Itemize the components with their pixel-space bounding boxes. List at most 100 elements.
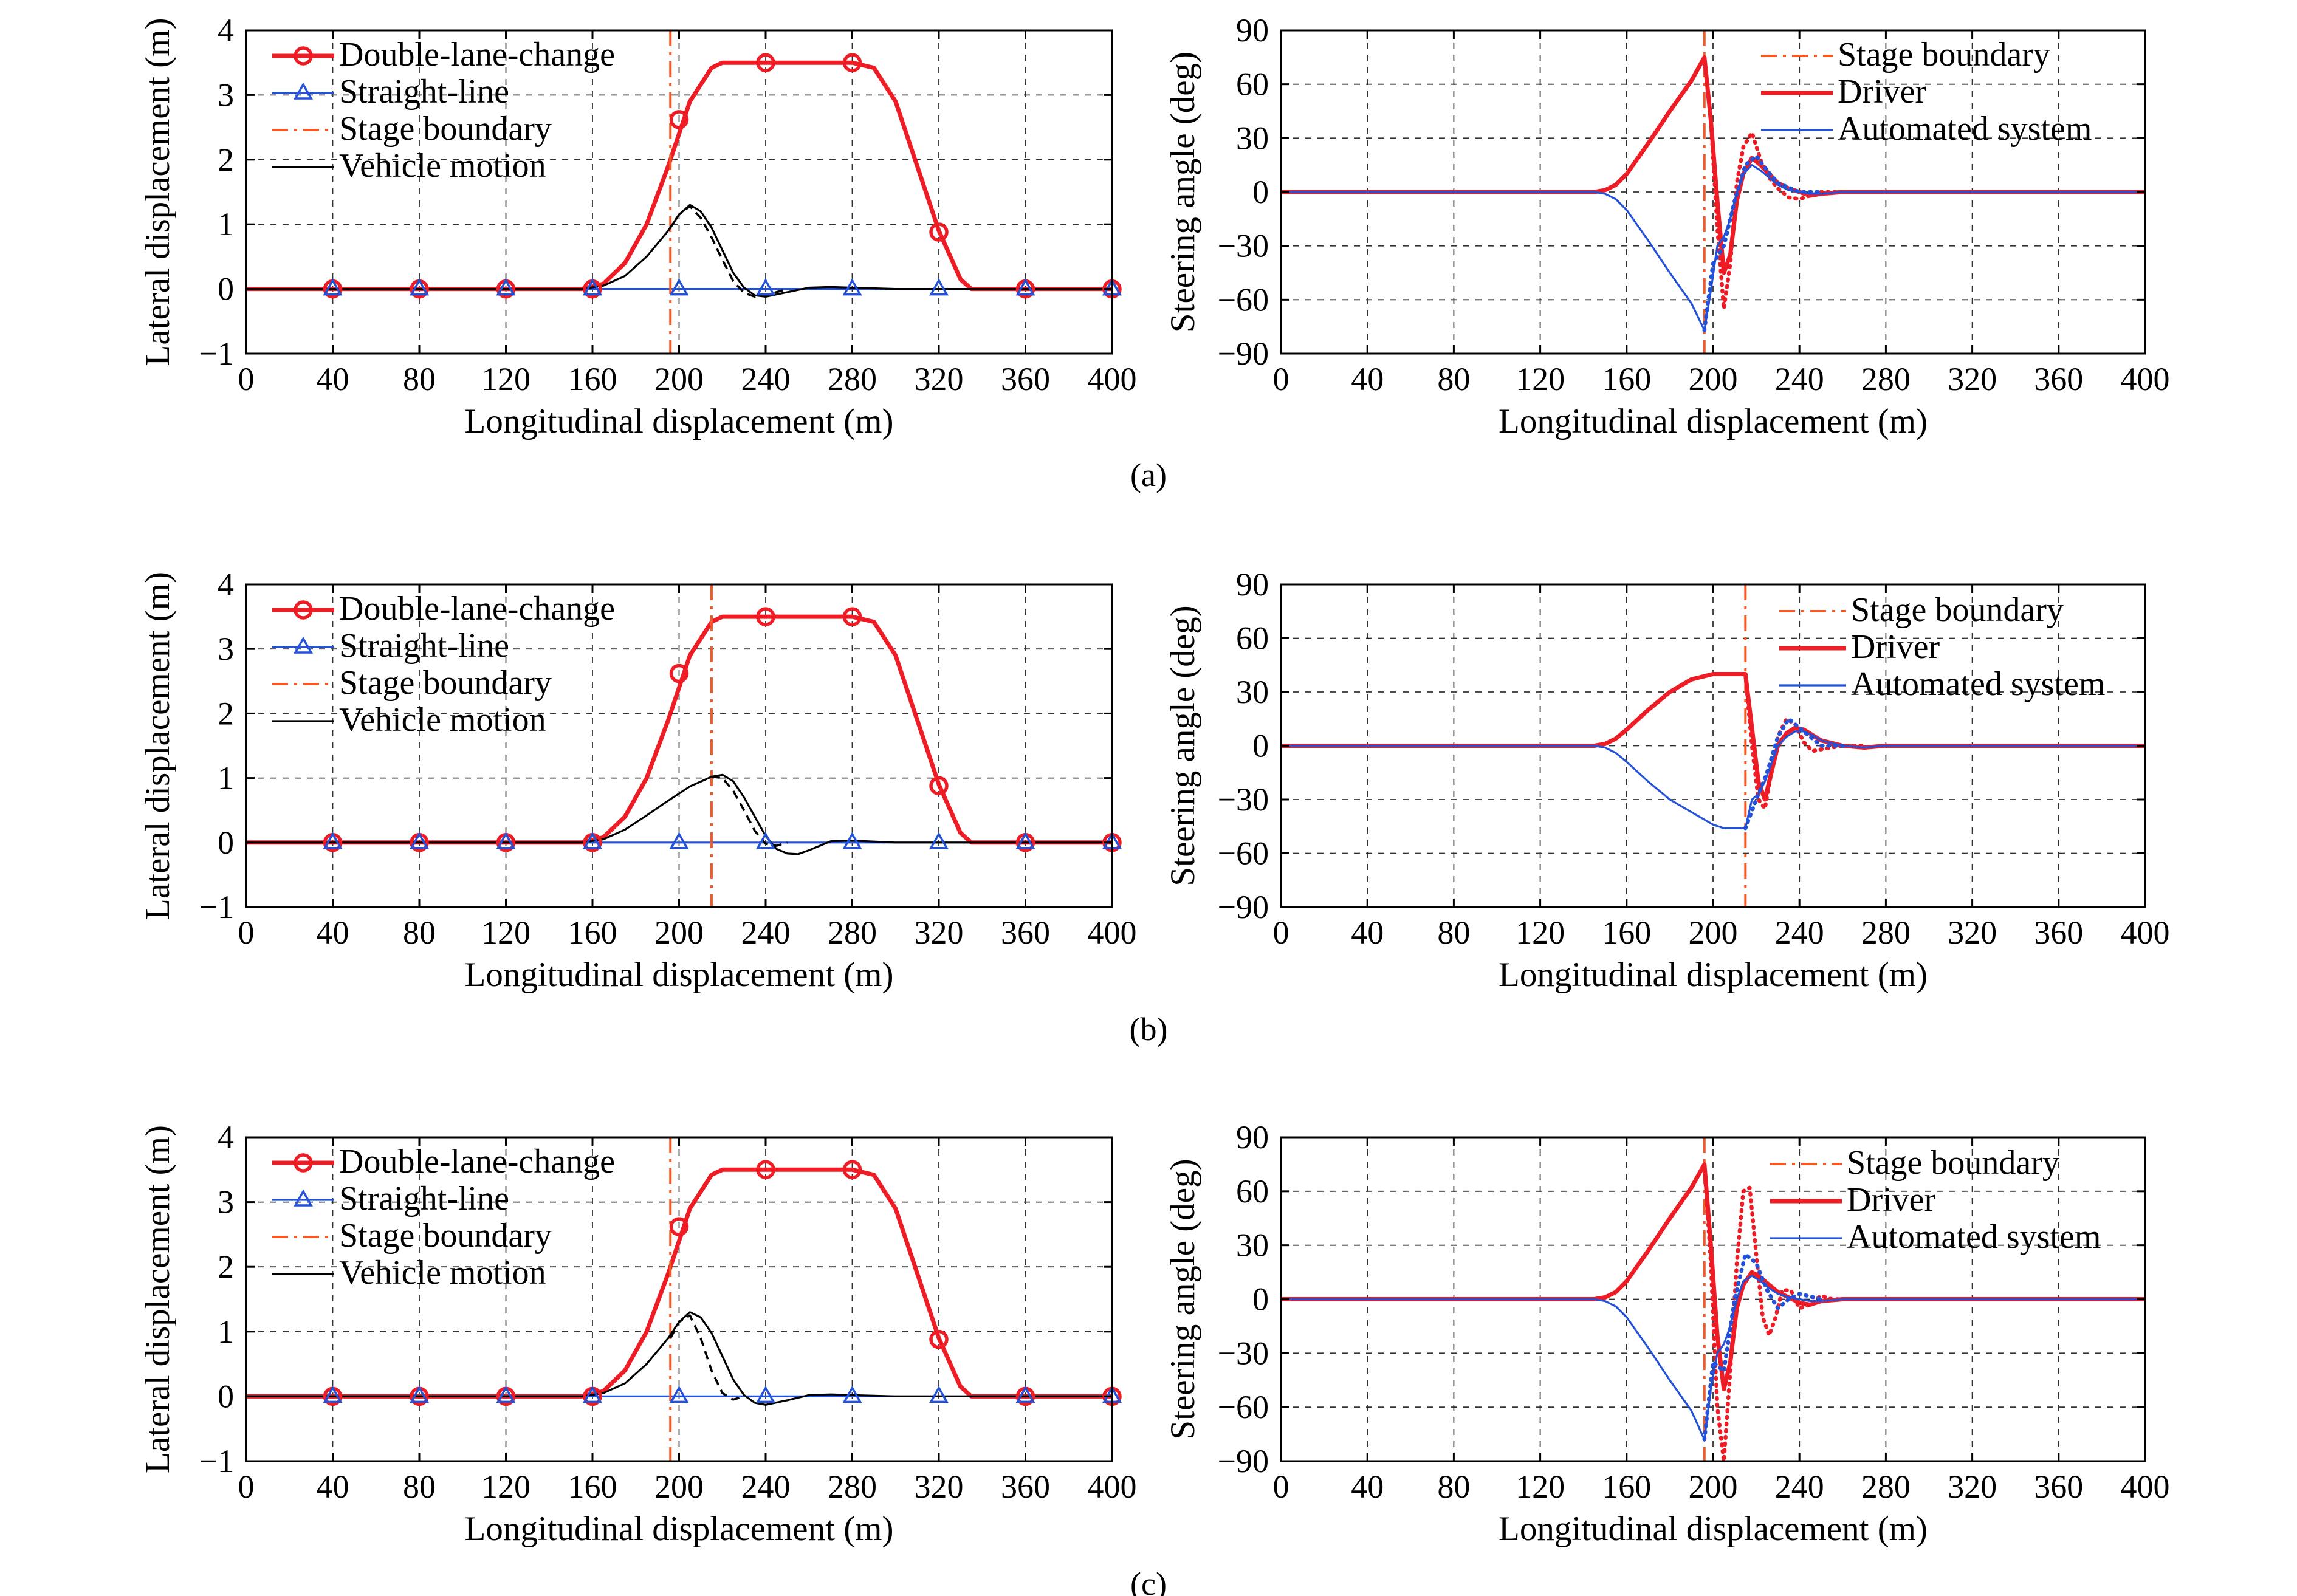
- x-tick-label: 0: [238, 914, 255, 951]
- x-tick-label: 240: [1775, 361, 1824, 397]
- legend-label-vehicle-motion: Vehicle motion: [339, 147, 546, 185]
- series-driver-alt: [1743, 672, 1867, 811]
- x-tick-label: 80: [1437, 914, 1470, 951]
- y-tick-label: 1: [218, 206, 234, 242]
- series-group: [246, 584, 1112, 907]
- marker-triangle: [669, 832, 689, 849]
- y-tick-label: 60: [1236, 620, 1269, 657]
- legend-label-driver: Driver: [1847, 1181, 1936, 1219]
- legend-label-double-lane-change: Double-lane-change: [339, 590, 615, 628]
- x-tick-label: 200: [654, 361, 704, 397]
- x-axis-label: Longitudinal displacement (m): [465, 402, 894, 440]
- x-tick-label: 160: [1602, 914, 1651, 951]
- x-tick-label: 360: [1001, 914, 1050, 951]
- marker-triangle: [496, 832, 516, 849]
- y-tick-label: 2: [218, 1248, 234, 1285]
- panels-layer: 0 40 80 120 160 200 240 280 320 360 400−101234Long…: [139, 12, 2170, 1548]
- x-axis-label: Longitudinal displacement (m): [1499, 402, 1928, 440]
- x-tick-label: 80: [403, 1468, 436, 1505]
- marker-triangle: [496, 278, 516, 296]
- x-tick-label: 120: [1516, 1468, 1565, 1505]
- y-tick-label: 3: [218, 1184, 234, 1221]
- x-tick-label: 280: [828, 1468, 877, 1505]
- marker-triangle: [756, 278, 775, 296]
- x-tick-label: 160: [568, 1468, 617, 1505]
- y-tick-label: 0: [218, 1378, 234, 1414]
- marker-circle: [842, 1160, 862, 1180]
- x-tick-label: 40: [317, 361, 349, 397]
- x-tick-label: 40: [1351, 1468, 1384, 1505]
- x-tick-label: 0: [1273, 361, 1289, 397]
- x-tick-label: 320: [915, 1468, 964, 1505]
- y-tick-label: 4: [218, 12, 234, 49]
- series-driver-alt: [1702, 55, 1845, 311]
- x-axis-label: Longitudinal displacement (m): [1499, 1510, 1928, 1548]
- panel-label-a: (a): [1130, 457, 1167, 493]
- x-tick-label: 0: [238, 361, 255, 397]
- x-tick-label: 240: [741, 361, 791, 397]
- x-tick-label: 360: [1001, 361, 1050, 397]
- series-vehicle-motion: [246, 204, 1112, 298]
- x-tick-label: 320: [1948, 914, 1997, 951]
- marker-triangle: [583, 1385, 602, 1403]
- x-tick-label: 0: [1273, 914, 1289, 951]
- marker-triangle: [410, 278, 429, 296]
- marker-circle: [669, 110, 689, 129]
- x-tick-label: 360: [2034, 1468, 2083, 1505]
- y-axis-label: Lateral displacement (m): [139, 572, 177, 920]
- x-tick-label: 360: [1001, 1468, 1050, 1505]
- y-tick-label: 30: [1236, 1227, 1269, 1264]
- y-axis-label: Lateral displacement (m): [139, 18, 177, 366]
- legend-label-straight-line: Straight-line: [339, 1180, 509, 1218]
- legend-label-stage-boundary: Stage boundary: [339, 664, 552, 702]
- x-tick-label: 120: [1516, 361, 1565, 397]
- marker-circle: [669, 663, 689, 683]
- x-tick-label: 40: [1351, 914, 1384, 951]
- marker-triangle: [842, 1385, 862, 1403]
- legend-label-straight-line: Straight-line: [339, 627, 509, 665]
- marker-triangle: [583, 832, 602, 849]
- legend-label-automated-system: Automated system: [1847, 1218, 2101, 1256]
- marker-triangle: [929, 278, 949, 296]
- x-tick-label: 320: [915, 914, 964, 951]
- legend-label-stage-boundary: Stage boundary: [339, 1217, 552, 1255]
- legend-label-vehicle-motion: Vehicle motion: [339, 701, 546, 739]
- marker-triangle: [1015, 1385, 1035, 1403]
- x-tick-label: 40: [317, 1468, 349, 1505]
- chart-2: 0 40 80 120 160 200 240 280 320 360 400−101234Long…: [139, 566, 1137, 994]
- series-automated-system: [1281, 1275, 2145, 1441]
- marker-circle: [929, 222, 949, 242]
- marker-triangle: [496, 1385, 516, 1403]
- marker-circle: [929, 1329, 949, 1349]
- series-double-lane-change: [246, 1167, 1112, 1399]
- series-group: [246, 30, 1112, 354]
- x-tick-label: 320: [915, 361, 964, 397]
- chart-5: 0 40 80 120 160 200 240 280 320 360 400 −90 −60 −30 0 3…: [1164, 1119, 2170, 1548]
- y-tick-label: −1: [199, 1443, 234, 1479]
- x-tick-label: 120: [481, 914, 530, 951]
- y-tick-label: 90: [1236, 566, 1269, 603]
- y-tick-label: 90: [1236, 1119, 1269, 1156]
- x-tick-label: 400: [2121, 361, 2170, 397]
- x-tick-label: 280: [1861, 914, 1911, 951]
- x-tick-label: 360: [2034, 361, 2083, 397]
- x-tick-label: 240: [1775, 914, 1824, 951]
- y-tick-label: 60: [1236, 1173, 1269, 1210]
- legend-marker-circle: [294, 46, 313, 66]
- legend-marker-triangle: [294, 1189, 313, 1207]
- legend-label-driver: Driver: [1838, 73, 1927, 111]
- legend-label-straight-line: Straight-line: [339, 73, 509, 111]
- series-automated-system: [1281, 730, 2145, 829]
- x-tick-label: 200: [1689, 1468, 1738, 1505]
- x-tick-label: 120: [481, 361, 530, 397]
- y-tick-label: −30: [1218, 1335, 1269, 1371]
- x-tick-label: 360: [2034, 914, 2083, 951]
- y-tick-label: −90: [1218, 335, 1269, 372]
- legend-label-driver: Driver: [1851, 628, 1940, 666]
- chart-4: 0 40 80 120 160 200 240 280 320 360 400−101234Long…: [139, 1119, 1137, 1548]
- y-tick-label: 4: [218, 1119, 234, 1156]
